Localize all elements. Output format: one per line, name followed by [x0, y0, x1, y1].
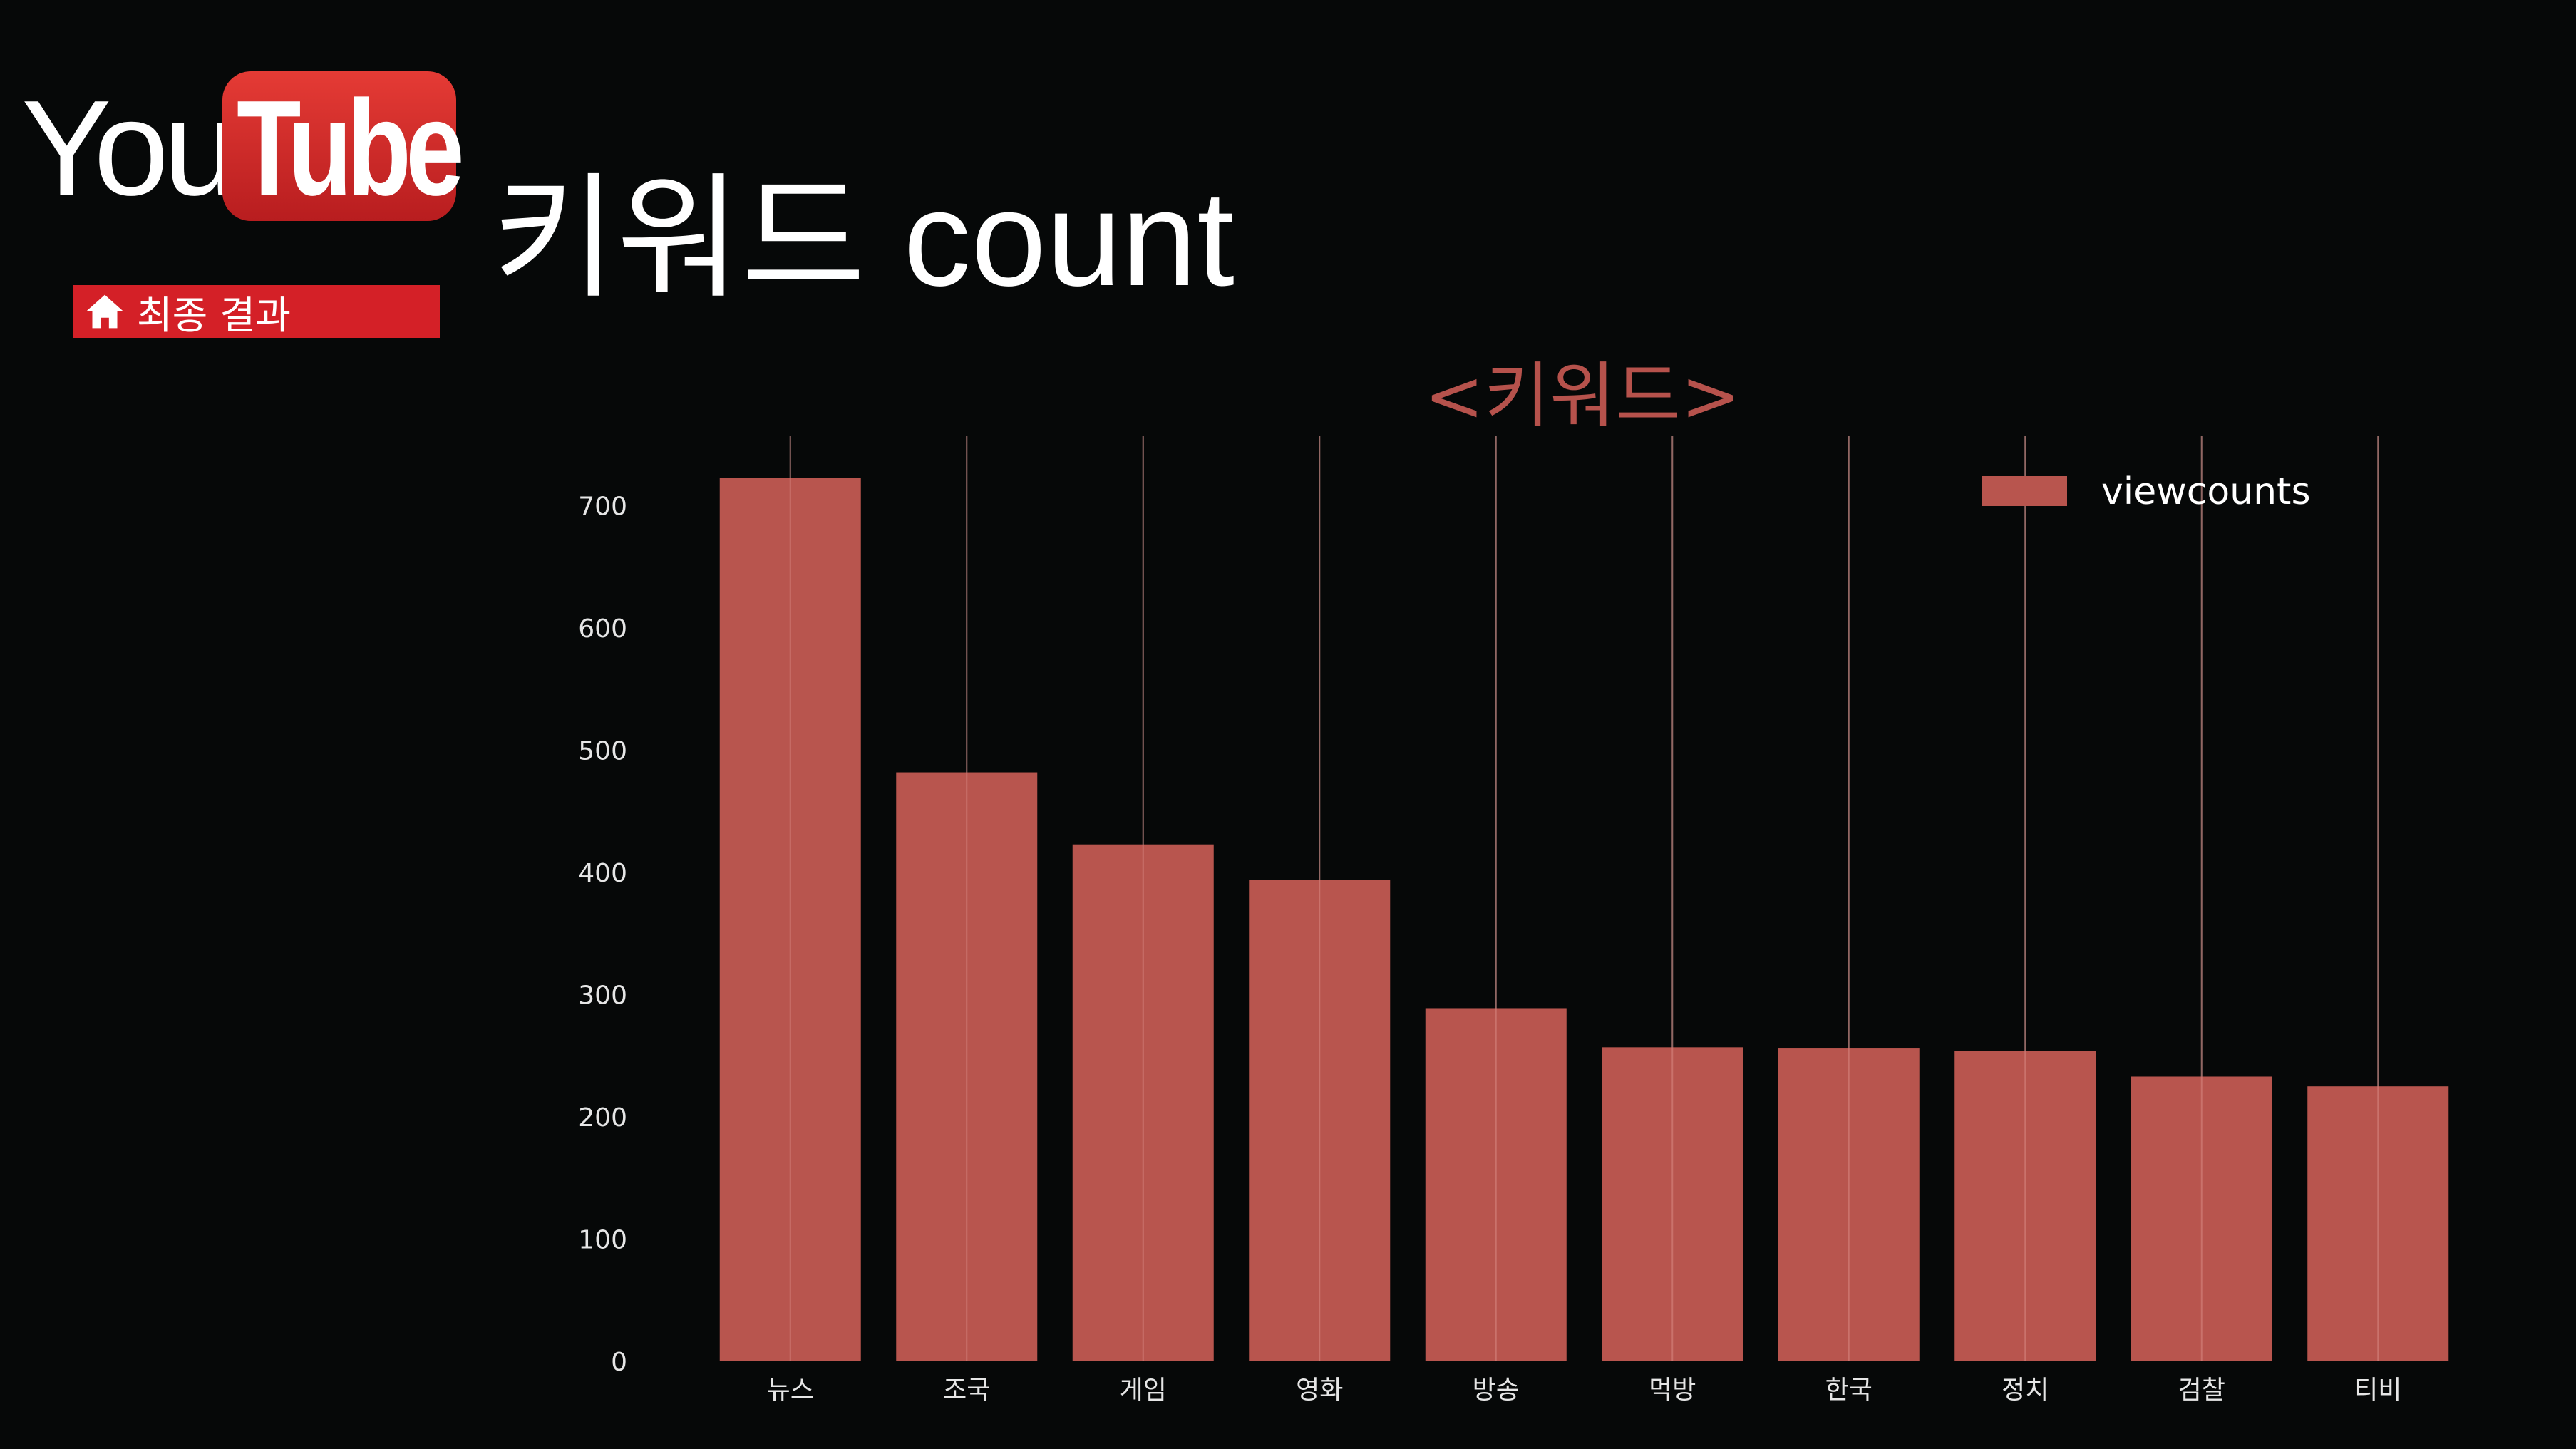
bars-layer: [719, 478, 2449, 1361]
page-title: 키워드 count: [492, 163, 1235, 314]
x-tick-label: 정치: [2001, 1376, 2049, 1405]
x-tick-label: 검찰: [2178, 1376, 2225, 1405]
nav-item-final-result[interactable]: 최종 결과: [73, 285, 440, 338]
legend-swatch: [1982, 476, 2067, 506]
y-tick-label: 700: [578, 493, 627, 522]
youtube-logo: You Tube: [21, 68, 465, 232]
x-tick-label: 방송: [1473, 1376, 1520, 1405]
y-tick-label: 600: [578, 614, 627, 644]
x-axis: 뉴스 조국 게임 영화 방송 먹방 한국 정치 검찰 티비: [767, 1376, 2402, 1405]
logo-tube-text: Tube: [237, 73, 465, 224]
x-tick-label: 티비: [2354, 1376, 2401, 1405]
y-axis: 0 100 200 300 400 500 600 700: [578, 493, 627, 1377]
y-tick-label: 500: [578, 737, 627, 766]
x-tick-label: 게임: [1120, 1376, 1167, 1405]
y-tick-label: 400: [578, 859, 627, 888]
x-tick-label: 영화: [1296, 1376, 1343, 1405]
logo-red-box: [222, 71, 456, 221]
y-tick-label: 200: [578, 1103, 627, 1133]
grid-front-layer: [789, 436, 2379, 1361]
x-tick-label: 뉴스: [767, 1376, 814, 1405]
home-icon: [86, 294, 124, 329]
chart-title: <키워드>: [1424, 354, 1741, 438]
nav-item-label: 최종 결과: [137, 292, 291, 338]
legend-label: viewcounts: [2101, 470, 2311, 513]
x-tick-label: 조국: [943, 1376, 990, 1405]
logo-you-text: You: [21, 73, 239, 224]
y-tick-label: 100: [578, 1226, 627, 1255]
x-tick-label: 한국: [1825, 1376, 1872, 1405]
x-tick-label: 먹방: [1649, 1376, 1696, 1405]
y-tick-label: 0: [611, 1348, 627, 1377]
legend: viewcounts: [1982, 470, 2311, 513]
y-tick-label: 300: [578, 981, 627, 1011]
